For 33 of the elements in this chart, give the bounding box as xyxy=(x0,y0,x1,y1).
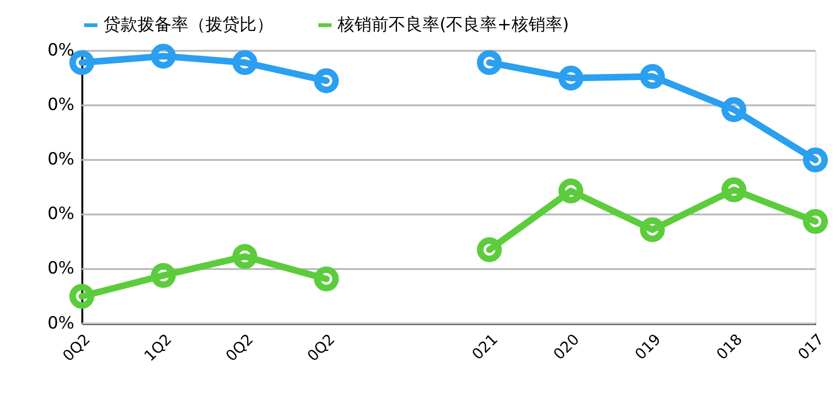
point xyxy=(314,266,339,292)
point xyxy=(69,284,94,309)
text: 0% xyxy=(47,203,74,224)
point xyxy=(802,147,828,172)
point xyxy=(232,50,258,76)
point xyxy=(802,208,828,234)
text: 0% xyxy=(47,148,74,169)
text: 0% xyxy=(47,312,74,332)
point xyxy=(476,237,502,262)
legend-label: 贷款拨备率（拨贷比） xyxy=(103,14,274,34)
text: 0% xyxy=(47,94,74,114)
x-tick-label: 0Q2 xyxy=(222,330,257,365)
point xyxy=(558,178,584,204)
x-tick-label: 019 xyxy=(631,330,664,364)
point xyxy=(150,44,176,69)
point xyxy=(721,97,746,122)
point xyxy=(640,64,665,89)
point xyxy=(150,262,176,288)
x-tick-label: 017 xyxy=(794,330,828,364)
point xyxy=(314,68,339,94)
x-tick-label: 0Q2 xyxy=(59,330,94,365)
point xyxy=(721,177,746,202)
point xyxy=(558,66,584,91)
point xyxy=(476,50,502,76)
text: 0% xyxy=(47,258,74,278)
point xyxy=(232,244,258,269)
text: 0% xyxy=(47,40,74,60)
x-tick-label: 018 xyxy=(712,330,746,364)
x-tick-label: 020 xyxy=(550,330,583,364)
point xyxy=(640,217,665,242)
legend-label: 核销前不良率(不良率+核销率) xyxy=(336,14,570,34)
x-tick-label: 0Q2 xyxy=(304,330,338,365)
x-tick-label: 021 xyxy=(468,330,502,364)
